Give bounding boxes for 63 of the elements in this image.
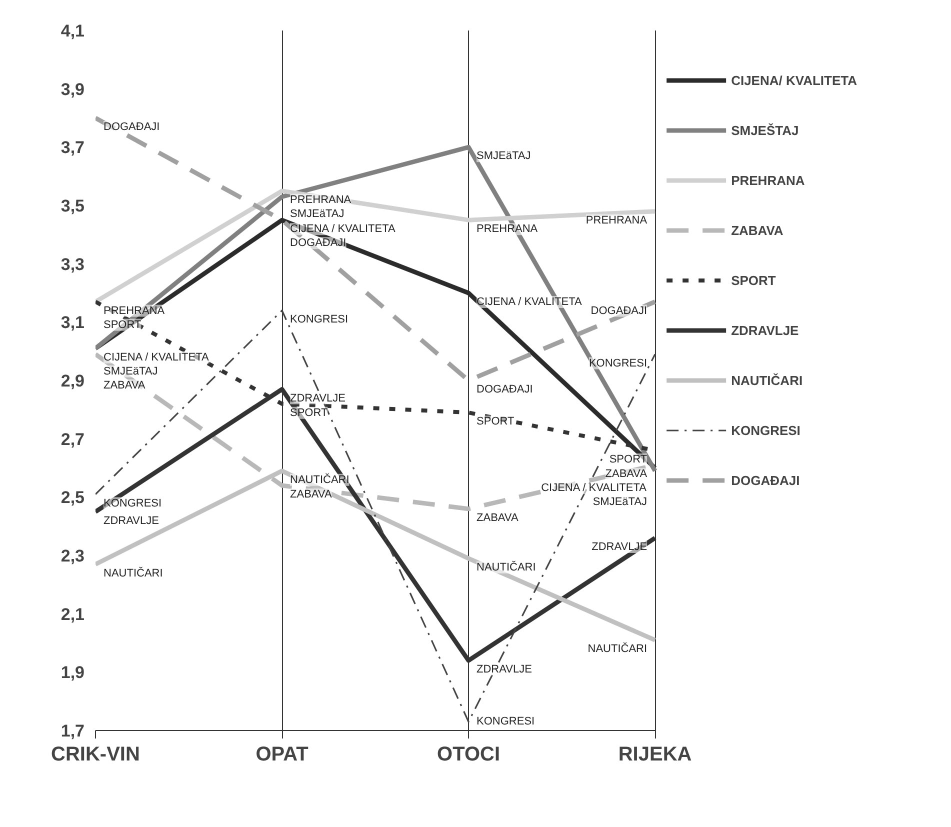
data-label: DOGAĐAJI — [476, 384, 533, 396]
data-label: PREHRANA — [290, 194, 352, 206]
y-tick-label: 2,3 — [60, 546, 85, 566]
data-label: ZDRAVLJE — [592, 541, 648, 553]
y-tick-label: 1,7 — [60, 722, 85, 740]
data-label: SPORT — [290, 406, 328, 419]
x-tick-label: OPAT — [256, 744, 308, 766]
data-label: NAUTIČARI — [588, 642, 648, 656]
data-label: DOGAĐAJI — [104, 121, 160, 133]
y-tick-label: 3,3 — [60, 254, 85, 274]
y-tick-label: 3,5 — [60, 196, 85, 216]
y-tick-label: 1,9 — [60, 663, 85, 682]
x-tick-label: RIJEKA — [618, 744, 692, 766]
data-label: ZDRAVLJE — [290, 392, 346, 404]
data-label: SMJEäTAJ — [592, 496, 648, 508]
legend-label: ZDRAVLJE — [731, 322, 799, 338]
data-label: PREHRANA — [476, 223, 538, 236]
data-label: ZABAVA — [605, 468, 648, 480]
legend-label: CIJENA/ KVALITETA — [731, 72, 857, 88]
y-tick-label: 4,1 — [60, 22, 85, 40]
data-label: KONGRESI — [588, 357, 648, 370]
y-tick-label: 2,9 — [60, 372, 85, 390]
data-label: SPORT — [104, 318, 142, 331]
data-label: NAUTIČARI — [476, 560, 536, 574]
data-label: SMJEäTAJ — [290, 208, 344, 220]
line-series — [96, 188, 658, 304]
legend-label: NAUTIČARI — [731, 372, 803, 388]
data-label: KONGRESI — [290, 314, 348, 326]
data-label: CIJENA / KVALITETA — [104, 351, 210, 364]
data-label: SMJEäTAJ — [104, 365, 158, 378]
data-label: KONGRESI — [104, 497, 162, 510]
legend-label: DOGAĐAJI — [731, 472, 800, 488]
y-tick-label: 2,7 — [60, 430, 85, 449]
legend-label: SPORT — [731, 272, 776, 288]
y-tick-label: 3,1 — [60, 313, 85, 332]
data-label: CIJENA / KVALITETA — [541, 482, 648, 494]
legend-label: ZABAVA — [731, 222, 784, 238]
legend-label: SMJEŠTAJ — [731, 122, 799, 138]
y-tick-label: 2,1 — [60, 604, 85, 624]
data-label: ZABAVA — [290, 488, 332, 500]
data-label: DOGAĐAJI — [590, 304, 648, 317]
data-label: CIJENA / KVALITETA — [290, 223, 396, 236]
data-label: SMJEäTAJ — [476, 150, 531, 162]
x-tick-label: CRIK-VIN — [51, 744, 140, 766]
legend-label: PREHRANA — [731, 172, 805, 188]
data-label: ZDRAVLJE — [104, 514, 159, 527]
legend-label: KONGRESI — [731, 422, 800, 438]
y-tick-label: 2,5 — [60, 488, 85, 508]
data-label: DOGAĐAJI — [290, 237, 346, 250]
data-label: ZDRAVLJE — [476, 664, 532, 676]
y-tick-label: 3,7 — [60, 138, 85, 158]
data-label: ZABAVA — [476, 512, 519, 524]
x-tick-label: OTOCI — [437, 744, 500, 766]
data-label: NAUTIČARI — [104, 566, 163, 580]
data-label: SPORT — [476, 416, 514, 428]
data-label: KONGRESI — [476, 716, 535, 728]
data-label: PREHRANA — [586, 214, 648, 226]
data-label: CIJENA / KVALITETA — [476, 296, 583, 308]
data-label: NAUTIČARI — [290, 472, 350, 486]
data-label: SPORT — [609, 454, 648, 466]
y-tick-label: 3,9 — [60, 80, 85, 99]
data-label: PREHRANA — [104, 304, 166, 317]
data-label: ZABAVA — [104, 379, 146, 392]
